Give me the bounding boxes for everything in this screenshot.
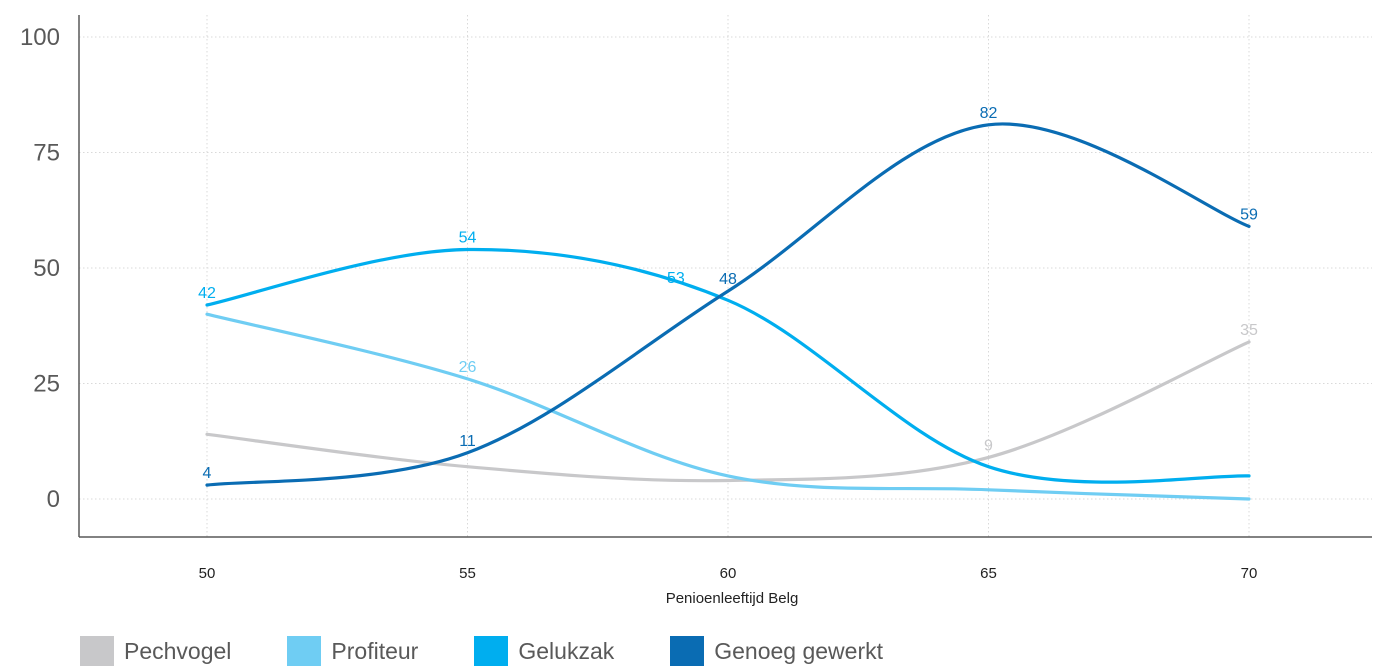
- legend-label: Profiteur: [331, 637, 419, 664]
- data-label-gelukzak: 42: [198, 285, 216, 302]
- data-label-gelukzak: 53: [667, 270, 685, 287]
- data-label-gelukzak: 54: [459, 230, 477, 247]
- legend-item-genoeg-gewerkt: Genoeg gewerkt: [670, 636, 883, 666]
- axes: [78, 15, 1372, 538]
- x-tick-label: 60: [720, 565, 737, 582]
- legend-item-profiteur: Profiteur: [287, 636, 418, 666]
- data-label-genoeg-gewerkt: 48: [719, 271, 737, 288]
- legend-swatch: [80, 636, 114, 666]
- legend-label: Genoeg gewerkt: [714, 637, 884, 664]
- legend-item-gelukzak: Gelukzak: [474, 636, 614, 666]
- y-tick-labels: 0 25 50 75 100: [20, 24, 60, 513]
- y-tick-label: 0: [47, 486, 60, 513]
- data-labels: 9 35 26 42 54 53 4 11 48 82 59: [198, 105, 1258, 482]
- data-label-genoeg-gewerkt: 59: [1240, 206, 1258, 223]
- legend-item-pechvogel: Pechvogel: [80, 636, 231, 666]
- y-tick-label: 100: [20, 24, 60, 51]
- x-tick-label: 50: [199, 565, 216, 582]
- y-tick-label: 50: [33, 255, 60, 282]
- y-tick-label: 25: [33, 371, 60, 398]
- legend-label: Gelukzak: [518, 637, 615, 664]
- data-label-pechvogel: 9: [984, 437, 993, 454]
- x-tick-labels: 50 55 60 65 70: [199, 565, 1258, 582]
- data-label-genoeg-gewerkt: 82: [980, 105, 998, 122]
- gridlines: [79, 15, 1372, 537]
- data-label-genoeg-gewerkt: 4: [203, 465, 212, 482]
- x-tick-label: 70: [1241, 565, 1258, 582]
- x-tick-label: 65: [980, 565, 997, 582]
- y-tick-label: 75: [33, 140, 60, 167]
- series-line-genoeg-gewerkt: [205, 122, 1251, 487]
- x-axis-label: Penioenleeftijd Belg: [666, 590, 799, 607]
- legend-swatch: [474, 636, 509, 666]
- data-label-profiteur: 26: [459, 359, 477, 376]
- legend-swatch: [287, 636, 322, 666]
- data-label-genoeg-gewerkt: 11: [459, 433, 476, 450]
- x-tick-label: 55: [459, 565, 476, 582]
- series-line-pechvogel: [205, 340, 1251, 483]
- legend-swatch: [670, 636, 705, 666]
- series-line-gelukzak: [205, 247, 1251, 484]
- data-label-pechvogel: 35: [1240, 322, 1258, 339]
- series-lines: [205, 122, 1251, 501]
- legend: Pechvogel Profiteur Gelukzak Genoeg gewerkt: [80, 636, 939, 666]
- legend-label: Pechvogel: [124, 637, 232, 664]
- series-line-profiteur: [205, 312, 1251, 501]
